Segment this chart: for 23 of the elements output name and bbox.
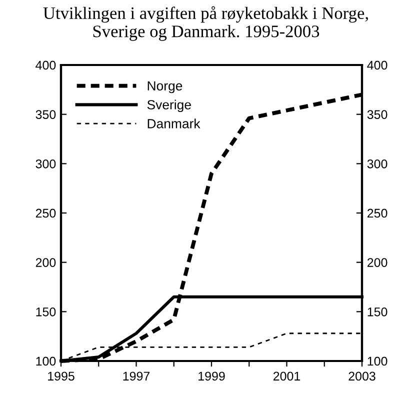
y2-tick-label: 100	[368, 356, 388, 366]
y2-tick-label: 250	[367, 208, 388, 218]
x-tick-label: 1997	[123, 372, 150, 381]
y2-tick-label: 400	[367, 60, 388, 70]
y-tick-label: 400	[36, 60, 56, 70]
y2-tick-label: 300	[367, 159, 388, 168]
y-tick-label: 250	[36, 208, 56, 218]
legend-label: Sverige	[147, 100, 191, 112]
chart-title: Utviklingen i avgiften på røyketobakk i Norge, Sverige og Danmark. 1995-2003	[43, 6, 368, 41]
y-tick-label: 150	[36, 307, 56, 316]
x-tick-label: 1999	[198, 372, 225, 381]
y2-tick-label: 200	[367, 258, 388, 267]
y-tick-label: 300	[36, 159, 56, 168]
x-tick-label: 2001	[273, 372, 300, 381]
y2-tick-label: 150	[368, 307, 388, 316]
y-tick-label: 100	[36, 356, 56, 366]
legend-label: Norge	[148, 81, 182, 94]
y-tick-label: 200	[36, 258, 56, 267]
legend-label: Danmark	[148, 118, 200, 128]
x-tick-label: 1995	[48, 372, 74, 381]
y-tick-label: 350	[36, 110, 56, 119]
x-tick-label: 2003	[348, 372, 376, 381]
y2-tick-label: 350	[367, 110, 388, 119]
